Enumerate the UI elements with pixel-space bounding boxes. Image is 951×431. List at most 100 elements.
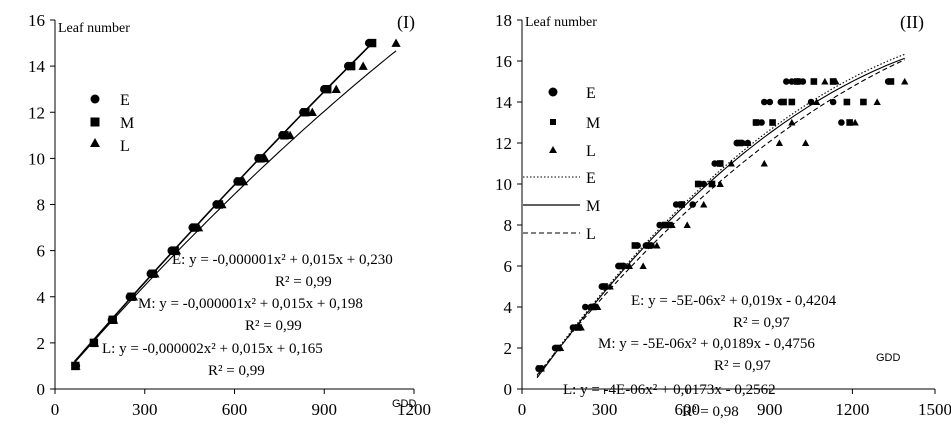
panel-2-point-l	[653, 241, 661, 249]
legend-e-label: E	[586, 85, 596, 102]
panel-1-x-tick-label: 1200	[397, 400, 431, 419]
panel-1-point-l	[89, 338, 100, 347]
panel-2-point-l	[594, 303, 602, 310]
panel-1-y-tick-label: 8	[37, 196, 46, 215]
legend-l-label: L	[586, 143, 596, 160]
panel-2-point-l	[577, 323, 585, 331]
panel-2-xlabel: GDD	[876, 352, 901, 364]
panel-2-point-e	[829, 98, 837, 106]
panel-2-x-tick-label: 900	[757, 400, 783, 419]
panel-2-point-l	[812, 98, 821, 105]
panel-2-point-m	[708, 180, 716, 188]
panel-1-point-m	[214, 200, 224, 209]
panel-2-point-m	[769, 119, 776, 126]
panel-2-point-l	[873, 98, 881, 105]
panel-1-y-tick-label: 16	[28, 11, 45, 30]
panel-1-point-l	[193, 222, 204, 232]
panel-1-x-tick-label: 300	[132, 400, 158, 419]
panel-2-x-tick-label: 0	[518, 400, 527, 419]
panel-2-point-m	[575, 324, 582, 331]
legend-l-line-label: L	[586, 226, 596, 243]
panel-2-point-m	[694, 180, 702, 188]
panel-1-point-m	[367, 38, 377, 48]
panel-2-point-m	[601, 283, 608, 290]
panel-2-point-l	[901, 77, 909, 85]
panel-1-point-m	[235, 177, 244, 186]
panel-2-eq-e: E: y = -5E-06x² + 0,019x - 0,4204	[631, 293, 837, 309]
panel-2-point-l	[775, 139, 784, 146]
panel-2-point-m	[887, 78, 895, 85]
panel-2-point-m	[829, 78, 837, 85]
panel-2-y-tick-label: 0	[504, 380, 513, 399]
panel-1-ylabel: Leaf number	[58, 21, 130, 36]
panel-2-point-m	[780, 98, 787, 106]
panel-2-point-e	[672, 201, 680, 208]
panel-2-point-l	[851, 118, 859, 126]
panel-1-point-m	[190, 223, 200, 232]
panel-1-trendline-l	[73, 50, 397, 364]
panel-2-point-m	[843, 98, 851, 106]
legend-m-marker	[550, 119, 556, 125]
panel-2-point-m	[794, 78, 801, 85]
panel-2-point-l	[821, 77, 829, 85]
panel-2-point-l	[832, 77, 840, 85]
panel-2-point-l	[683, 221, 691, 228]
panel-2-point-m	[678, 201, 685, 208]
panel-2-trendline-l	[536, 59, 905, 376]
panel-1-point-l	[331, 84, 341, 93]
panel-2-point-m	[810, 78, 818, 85]
panel-2-point-e	[838, 119, 845, 126]
panel-1-point-m	[256, 154, 265, 163]
legend-e-marker	[548, 87, 558, 97]
panel-2-point-e	[788, 78, 796, 85]
panel-2-r2-m: R² = 0,97	[714, 358, 771, 374]
panel-1-eq-l: L: y = -0,000002x² + 0,015x + 0,165	[102, 341, 323, 357]
panel-1-legend: E M L	[90, 92, 134, 155]
panel-1-label: (I)	[397, 12, 415, 33]
panel-1-y-tick-label: 12	[28, 103, 45, 122]
panel-2-point-e	[758, 119, 765, 126]
panel-2-y-tick-label: 2	[504, 339, 513, 358]
panel-2-point-e	[700, 180, 708, 188]
legend-m-label: M	[586, 115, 600, 132]
panel-2-y-tick-label: 14	[495, 93, 513, 112]
panel-2-y-tick-label: 6	[504, 257, 513, 276]
panel-2-y-tick-label: 16	[495, 52, 512, 71]
panel-1-x-tick-label: 900	[312, 400, 338, 419]
panel-2-point-e	[760, 98, 768, 106]
panel-1-equations: E: y = -0,000001x² + 0,015x + 0,230 R² =…	[102, 252, 393, 379]
panel-2-point-l	[537, 364, 545, 372]
panel-1-x-tick-label: 0	[51, 400, 60, 419]
panel-2-trendline-m	[536, 57, 905, 379]
panel-1-point-l	[238, 176, 249, 186]
panel-2: (II) Leaf number GDD E M L E M L E: y = …	[495, 11, 951, 420]
panel-1-point-l	[109, 315, 119, 324]
panel-1-r2-e: R² = 0,99	[275, 274, 332, 290]
panel-1: (I) Leaf number GDD E M L E: y = -0,0000…	[28, 11, 431, 419]
panel-2-y-tick-label: 8	[504, 216, 513, 235]
panel-1-point-l	[260, 153, 270, 163]
panel-2-point-m	[788, 98, 796, 106]
panel-2-point-m	[590, 303, 597, 311]
panel-2-point-l	[668, 221, 676, 228]
panel-2-point-m	[752, 119, 760, 126]
panel-1-point-m	[301, 108, 310, 117]
legend-m-line-label: M	[586, 198, 600, 215]
panel-2-point-l	[801, 139, 810, 146]
panel-2-x-tick-label: 300	[592, 400, 618, 419]
panel-1-point-l	[217, 199, 227, 209]
panel-1-r2-l: R² = 0,99	[208, 363, 265, 379]
panel-2-x-tick-label: 600	[674, 400, 700, 419]
legend-l-label: L	[120, 138, 130, 155]
panel-2-point-m	[617, 262, 625, 270]
panel-1-point-l	[128, 292, 139, 301]
panel-2-r2-l: R² = 0,98	[682, 404, 739, 420]
panel-1-y-tick-label: 0	[37, 380, 46, 399]
panel-2-point-e	[807, 98, 815, 106]
panel-2-eq-m: M: y = -5E-06x² + 0,0189x - 0,4756	[598, 336, 815, 352]
panel-2-point-l	[606, 282, 614, 290]
panel-2-point-l	[716, 180, 724, 187]
panel-2-y-tick-label: 12	[495, 134, 512, 153]
panel-2-equations: E: y = -5E-06x² + 0,019x - 0,4204 R² = 0…	[563, 293, 837, 420]
